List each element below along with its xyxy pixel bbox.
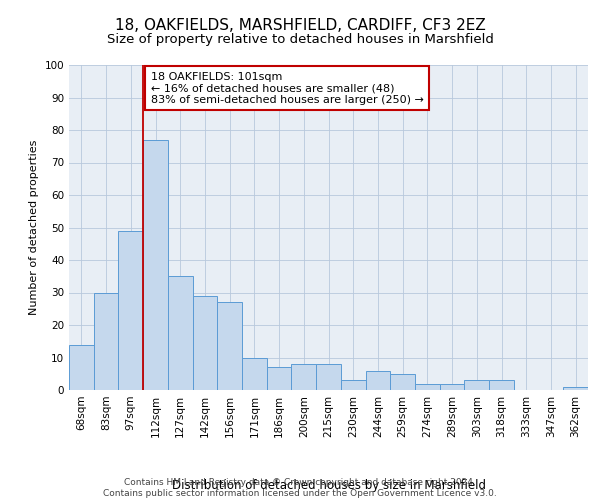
Text: Size of property relative to detached houses in Marshfield: Size of property relative to detached ho… — [107, 32, 493, 46]
Text: 18, OAKFIELDS, MARSHFIELD, CARDIFF, CF3 2EZ: 18, OAKFIELDS, MARSHFIELD, CARDIFF, CF3 … — [115, 18, 485, 32]
Bar — [415, 384, 440, 390]
Bar — [69, 344, 94, 390]
Y-axis label: Number of detached properties: Number of detached properties — [29, 140, 39, 315]
Bar — [390, 374, 415, 390]
Bar — [118, 231, 143, 390]
Bar — [440, 384, 464, 390]
Bar — [316, 364, 341, 390]
Text: Contains HM Land Registry data © Crown copyright and database right 2024.
Contai: Contains HM Land Registry data © Crown c… — [103, 478, 497, 498]
Bar — [267, 367, 292, 390]
Bar — [464, 380, 489, 390]
Bar — [242, 358, 267, 390]
Bar — [563, 387, 588, 390]
Bar — [193, 296, 217, 390]
Bar — [489, 380, 514, 390]
Bar — [292, 364, 316, 390]
Bar — [168, 276, 193, 390]
Bar — [217, 302, 242, 390]
Bar — [143, 140, 168, 390]
Bar — [365, 370, 390, 390]
X-axis label: Distribution of detached houses by size in Marshfield: Distribution of detached houses by size … — [172, 478, 485, 492]
Text: 18 OAKFIELDS: 101sqm
← 16% of detached houses are smaller (48)
83% of semi-detac: 18 OAKFIELDS: 101sqm ← 16% of detached h… — [151, 72, 424, 104]
Bar — [94, 292, 118, 390]
Bar — [341, 380, 365, 390]
